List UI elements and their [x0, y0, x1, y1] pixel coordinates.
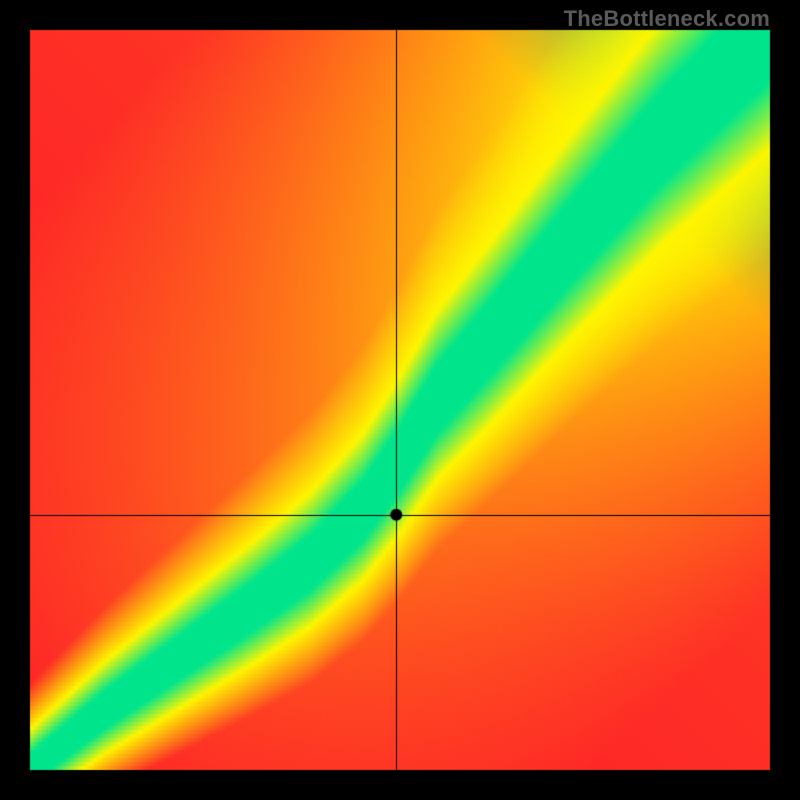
heatmap-canvas — [0, 0, 800, 800]
chart-container: { "watermark": { "text": "TheBottleneck.… — [0, 0, 800, 800]
watermark-text: TheBottleneck.com — [564, 6, 770, 32]
